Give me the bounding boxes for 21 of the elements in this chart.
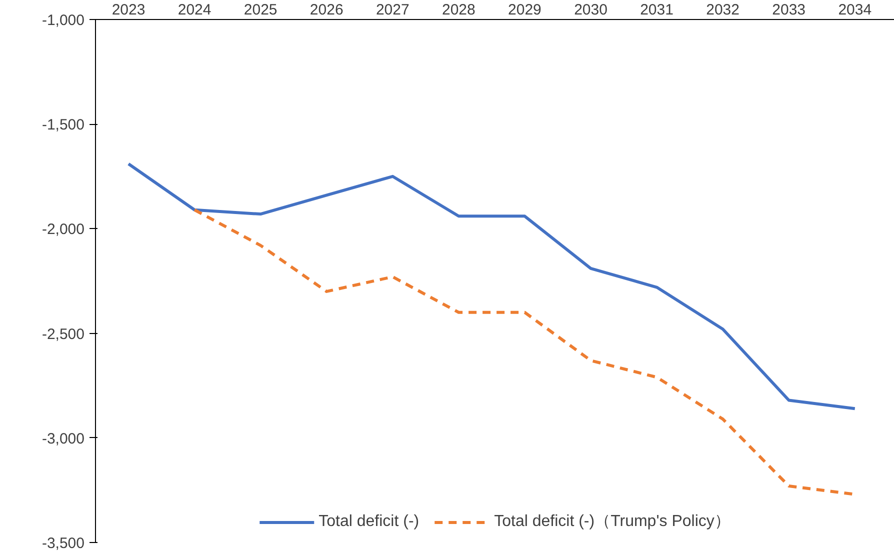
x-tick-label: 2028 (442, 2, 476, 18)
x-tick-label: 2033 (772, 2, 806, 18)
x-tick-label: 2024 (178, 2, 212, 18)
x-tick-label: 2025 (244, 2, 278, 18)
y-tick-label: -1,000 (42, 12, 85, 29)
y-tick-label: -2,500 (42, 326, 85, 343)
y-tick-label: -1,500 (42, 116, 85, 134)
legend-label: Total deficit (-) (318, 512, 420, 530)
x-tick-label: 2032 (706, 2, 740, 18)
x-tick-label: 2029 (508, 2, 542, 18)
x-tick-label: 2034 (838, 2, 872, 18)
y-tick-label: -2,000 (42, 221, 85, 238)
x-tick-label: 2031 (640, 2, 674, 18)
line-series (127, 162, 856, 410)
x-tick-label: 2027 (376, 2, 410, 18)
y-tick-label: -3,000 (42, 430, 85, 448)
x-tick-label: 2030 (574, 2, 608, 18)
x-tick-label: 2026 (310, 2, 344, 18)
x-tick-label: 2023 (112, 2, 146, 18)
legend-label: Total deficit (-)（Trump's Policy） (494, 512, 730, 532)
y-tick-label: -3,500 (42, 535, 85, 552)
